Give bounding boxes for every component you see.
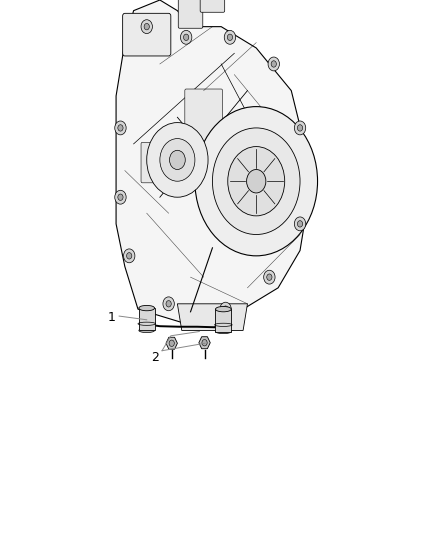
Circle shape — [184, 34, 189, 41]
Polygon shape — [177, 304, 247, 330]
Ellipse shape — [139, 305, 155, 311]
Circle shape — [170, 150, 185, 169]
FancyBboxPatch shape — [123, 13, 171, 56]
Circle shape — [144, 23, 149, 30]
Circle shape — [147, 123, 208, 197]
Polygon shape — [166, 337, 177, 349]
FancyBboxPatch shape — [178, 0, 203, 28]
FancyBboxPatch shape — [141, 142, 166, 183]
Circle shape — [163, 297, 174, 311]
Circle shape — [166, 301, 171, 307]
Circle shape — [267, 274, 272, 280]
Circle shape — [268, 57, 279, 71]
Circle shape — [141, 20, 152, 34]
Circle shape — [224, 30, 236, 44]
Polygon shape — [139, 308, 155, 330]
Polygon shape — [199, 337, 210, 349]
Circle shape — [220, 302, 231, 316]
Circle shape — [160, 139, 195, 181]
Circle shape — [127, 253, 132, 259]
Text: 2: 2 — [152, 351, 159, 364]
Ellipse shape — [139, 328, 155, 333]
Circle shape — [247, 169, 266, 193]
Circle shape — [115, 121, 126, 135]
Circle shape — [228, 147, 285, 216]
FancyBboxPatch shape — [220, 169, 249, 215]
FancyBboxPatch shape — [200, 0, 225, 12]
Circle shape — [124, 249, 135, 263]
Ellipse shape — [215, 306, 231, 312]
Circle shape — [294, 217, 306, 231]
Text: 1: 1 — [108, 311, 116, 324]
Circle shape — [115, 190, 126, 204]
FancyBboxPatch shape — [185, 89, 223, 146]
Circle shape — [180, 30, 192, 44]
Circle shape — [118, 125, 123, 131]
Circle shape — [264, 270, 275, 284]
Ellipse shape — [215, 329, 231, 334]
Circle shape — [118, 194, 123, 200]
Polygon shape — [116, 0, 309, 325]
Polygon shape — [215, 309, 231, 332]
Circle shape — [294, 121, 306, 135]
Circle shape — [297, 221, 303, 227]
Circle shape — [227, 34, 233, 41]
Circle shape — [195, 107, 318, 256]
Circle shape — [202, 340, 207, 346]
Circle shape — [297, 125, 303, 131]
Circle shape — [223, 306, 228, 312]
Circle shape — [212, 128, 300, 235]
Circle shape — [271, 61, 276, 67]
Circle shape — [169, 340, 174, 346]
